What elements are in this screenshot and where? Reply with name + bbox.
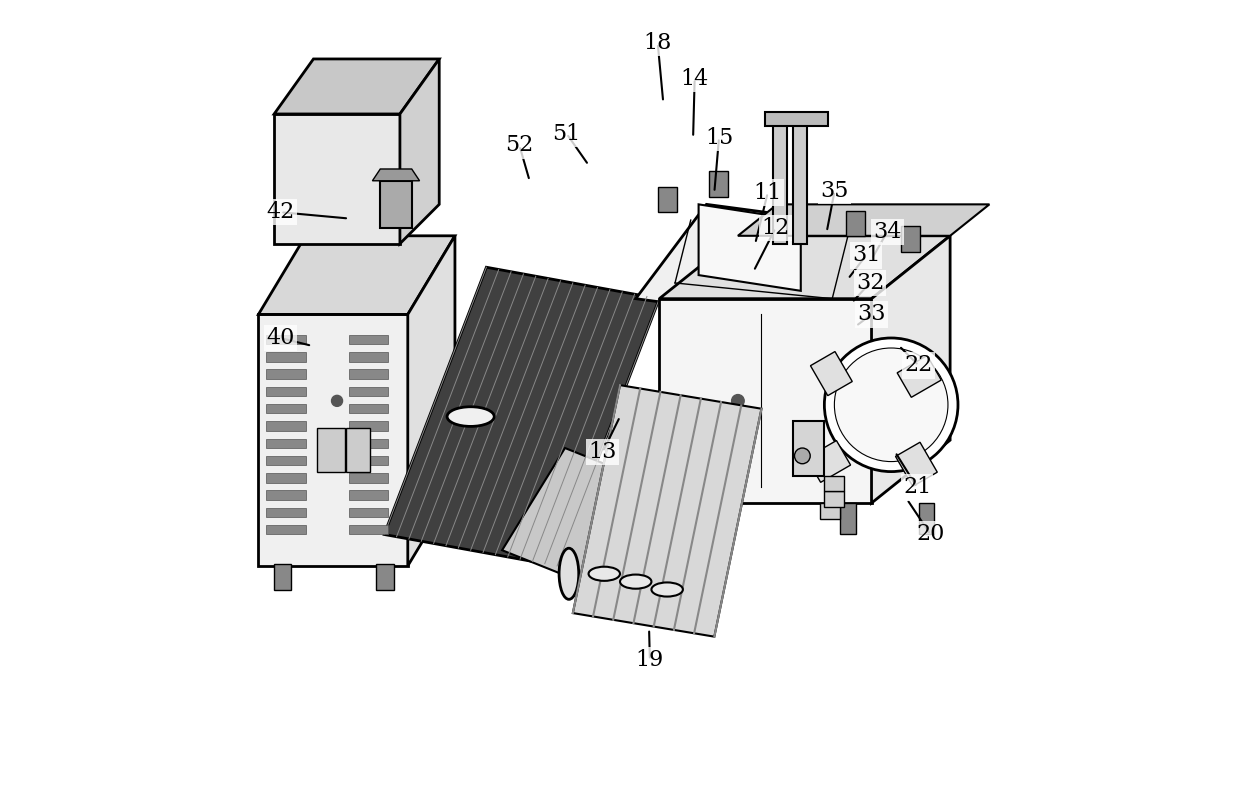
Ellipse shape	[651, 582, 683, 597]
Text: 33: 33	[857, 303, 885, 325]
Bar	[774, 122, 787, 244]
Bar	[267, 404, 305, 413]
Bar	[317, 428, 345, 472]
Bar	[267, 473, 305, 483]
Bar	[267, 525, 305, 534]
Bar	[348, 335, 388, 344]
Polygon shape	[872, 236, 950, 503]
Bar	[895, 443, 937, 487]
Polygon shape	[258, 314, 408, 566]
Circle shape	[825, 338, 959, 472]
Text: 15: 15	[704, 127, 733, 149]
Text: 12: 12	[761, 217, 790, 239]
Bar	[811, 351, 852, 395]
Bar	[898, 355, 941, 398]
Bar	[267, 335, 305, 344]
Text: 19: 19	[636, 649, 663, 671]
Bar	[348, 456, 388, 465]
Bar	[348, 525, 388, 534]
Circle shape	[835, 348, 947, 461]
Text: 18: 18	[644, 32, 672, 54]
Polygon shape	[258, 236, 455, 314]
Bar	[267, 439, 305, 448]
Bar	[267, 456, 305, 465]
Text: 20: 20	[916, 523, 945, 545]
Polygon shape	[372, 169, 419, 181]
Bar	[267, 508, 305, 517]
Bar	[348, 387, 388, 396]
Polygon shape	[573, 385, 761, 637]
Text: 51: 51	[553, 123, 580, 145]
Bar	[901, 226, 920, 252]
Text: 22: 22	[904, 354, 932, 376]
Bar	[675, 503, 691, 534]
Text: 14: 14	[681, 68, 709, 90]
Polygon shape	[274, 114, 401, 244]
Polygon shape	[401, 59, 439, 244]
Bar	[267, 490, 305, 500]
Text: 32: 32	[856, 272, 884, 294]
Text: 42: 42	[267, 201, 295, 223]
Text: 31: 31	[852, 244, 880, 266]
Bar	[267, 421, 305, 431]
Polygon shape	[660, 299, 872, 503]
Bar	[348, 404, 388, 413]
Text: 11: 11	[754, 182, 782, 204]
Ellipse shape	[589, 567, 620, 581]
Bar	[348, 473, 388, 483]
Bar	[348, 352, 388, 362]
Polygon shape	[384, 267, 660, 566]
Circle shape	[331, 395, 342, 406]
Text: 52: 52	[505, 134, 533, 156]
Ellipse shape	[448, 407, 495, 426]
Text: 35: 35	[821, 180, 848, 202]
Text: 34: 34	[873, 221, 901, 243]
Bar	[919, 503, 935, 534]
Circle shape	[795, 448, 810, 464]
Bar	[267, 352, 305, 362]
Polygon shape	[660, 236, 950, 299]
Bar	[346, 428, 370, 472]
Bar	[657, 187, 677, 212]
Text: 40: 40	[267, 327, 295, 349]
Polygon shape	[408, 236, 455, 566]
Polygon shape	[698, 204, 801, 291]
Bar	[348, 439, 388, 448]
Bar	[274, 564, 291, 590]
Bar	[348, 490, 388, 500]
Bar	[765, 112, 828, 126]
Polygon shape	[636, 204, 942, 330]
Bar	[348, 369, 388, 379]
Bar	[847, 211, 866, 236]
Bar	[839, 503, 856, 534]
Ellipse shape	[559, 548, 579, 599]
Bar	[267, 387, 305, 396]
Bar	[348, 421, 388, 431]
Bar	[806, 441, 851, 483]
Bar	[792, 122, 807, 244]
Bar	[825, 491, 844, 507]
Text: 13: 13	[589, 441, 616, 463]
Bar	[825, 476, 844, 491]
Bar	[381, 181, 412, 228]
Bar	[821, 503, 839, 519]
Bar	[348, 508, 388, 517]
Text: 21: 21	[903, 476, 931, 498]
Bar	[709, 171, 728, 196]
Polygon shape	[274, 59, 439, 114]
Bar	[267, 369, 305, 379]
Bar	[377, 564, 393, 590]
Polygon shape	[738, 204, 990, 236]
Circle shape	[732, 395, 744, 407]
Bar	[792, 421, 825, 476]
Polygon shape	[502, 448, 683, 597]
Ellipse shape	[620, 575, 651, 589]
